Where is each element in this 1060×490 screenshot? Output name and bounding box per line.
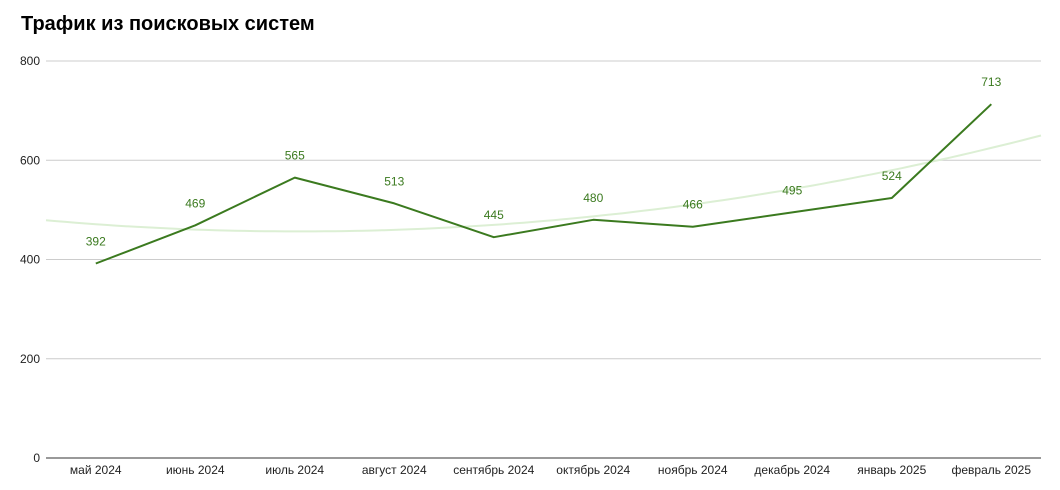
x-tick-label: октябрь 2024	[556, 463, 630, 477]
data-label: 480	[583, 191, 603, 205]
x-tick-label: январь 2025	[857, 463, 926, 477]
data-label: 445	[484, 208, 504, 222]
series-line-layer	[95, 103, 992, 265]
x-tick-label: июль 2024	[265, 463, 324, 477]
data-label: 495	[782, 183, 802, 197]
y-tick-label: 600	[20, 153, 40, 167]
data-label: 469	[185, 196, 205, 210]
data-labels: 392 469 565 513 445 480 466 495 524 713	[86, 75, 1002, 248]
data-label: 513	[384, 174, 404, 188]
y-tick-label: 200	[20, 352, 40, 366]
gridlines	[46, 60, 1041, 360]
trendline-layer	[45, 134, 1042, 233]
x-tick-label: август 2024	[362, 463, 427, 477]
data-label: 524	[882, 169, 902, 183]
y-tick-label: 800	[20, 54, 40, 68]
series-line	[95, 103, 992, 265]
data-label: 565	[285, 149, 305, 163]
data-label: 392	[86, 234, 106, 248]
x-tick-label: май 2024	[70, 463, 122, 477]
y-tick-label: 400	[20, 253, 40, 267]
x-tick-label: декабрь 2024	[754, 463, 830, 477]
y-tick-label: 0	[33, 451, 40, 465]
data-label: 466	[683, 198, 703, 212]
trendline	[45, 134, 1042, 233]
x-tick-label: февраль 2025	[951, 463, 1031, 477]
chart-title: Трафик из поисковых систем	[21, 13, 315, 35]
x-tick-label: июнь 2024	[166, 463, 225, 477]
x-tick-label: сентябрь 2024	[453, 463, 534, 477]
axes: 0 200 400 600 800 май 2024 июнь 2024 июль 2024 а…	[20, 54, 1041, 477]
data-label: 713	[981, 75, 1001, 89]
x-tick-label: ноябрь 2024	[658, 463, 728, 477]
